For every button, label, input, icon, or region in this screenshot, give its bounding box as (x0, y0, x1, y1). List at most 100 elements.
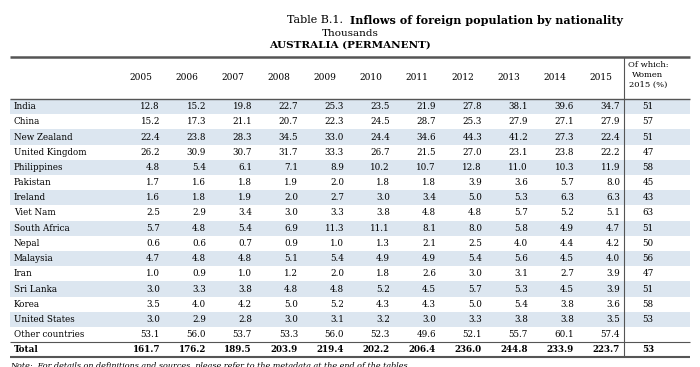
Text: 2005: 2005 (130, 73, 153, 83)
Text: 4.8: 4.8 (422, 208, 436, 218)
Text: 26.2: 26.2 (141, 148, 160, 157)
Bar (10, 99, 690, 114)
Text: 4.8: 4.8 (238, 254, 252, 263)
Text: 22.3: 22.3 (325, 117, 344, 126)
Text: 3.8: 3.8 (514, 315, 528, 324)
Text: 3.2: 3.2 (376, 315, 390, 324)
Text: 47: 47 (643, 269, 654, 278)
Text: 21.9: 21.9 (416, 102, 436, 111)
Text: 244.8: 244.8 (500, 345, 528, 354)
Text: 1.0: 1.0 (238, 269, 252, 278)
Text: 10.7: 10.7 (416, 163, 436, 172)
Text: 4.9: 4.9 (560, 224, 574, 233)
Text: 28.7: 28.7 (416, 117, 436, 126)
Text: Iran: Iran (14, 269, 33, 278)
Text: 5.3: 5.3 (514, 193, 528, 202)
Text: 2.7: 2.7 (560, 269, 574, 278)
Text: 20.7: 20.7 (279, 117, 298, 126)
Text: 3.0: 3.0 (468, 269, 482, 278)
Text: 38.1: 38.1 (508, 102, 528, 111)
Text: 3.0: 3.0 (146, 284, 160, 294)
Text: 52.3: 52.3 (370, 330, 390, 339)
Text: 63: 63 (643, 208, 654, 218)
Text: 12.8: 12.8 (141, 102, 160, 111)
Text: 202.2: 202.2 (363, 345, 390, 354)
Text: 8.0: 8.0 (606, 178, 620, 187)
Text: 57: 57 (643, 117, 654, 126)
Text: 31.7: 31.7 (279, 148, 298, 157)
Text: 10.2: 10.2 (370, 163, 390, 172)
Text: 34.7: 34.7 (601, 102, 620, 111)
Text: 4.3: 4.3 (422, 300, 436, 309)
Text: 49.6: 49.6 (416, 330, 436, 339)
Text: 0.9: 0.9 (284, 239, 298, 248)
Text: 5.8: 5.8 (514, 224, 528, 233)
Text: 4.0: 4.0 (606, 254, 620, 263)
Text: 2.9: 2.9 (192, 208, 206, 218)
Text: 3.8: 3.8 (376, 208, 390, 218)
Text: 52.1: 52.1 (463, 330, 482, 339)
Text: Of which:
Women
2015 (%): Of which: Women 2015 (%) (628, 61, 668, 88)
Text: 5.0: 5.0 (284, 300, 298, 309)
Text: 23.8: 23.8 (554, 148, 574, 157)
Text: 11.9: 11.9 (601, 163, 620, 172)
Text: 233.9: 233.9 (547, 345, 574, 354)
Text: 1.8: 1.8 (376, 178, 390, 187)
Text: 28.3: 28.3 (232, 132, 252, 142)
Text: 3.0: 3.0 (284, 208, 298, 218)
Text: 5.7: 5.7 (468, 284, 482, 294)
Text: Other countries: Other countries (14, 330, 85, 339)
Text: 1.7: 1.7 (146, 178, 160, 187)
Text: 56.0: 56.0 (325, 330, 344, 339)
Text: 1.8: 1.8 (422, 178, 436, 187)
Text: 6.9: 6.9 (284, 224, 298, 233)
Text: 3.0: 3.0 (422, 315, 436, 324)
Bar (10, 221, 690, 236)
Text: 4.0: 4.0 (192, 300, 206, 309)
Text: 2.5: 2.5 (468, 239, 482, 248)
Text: 53.3: 53.3 (279, 330, 298, 339)
Text: 34.6: 34.6 (416, 132, 436, 142)
Text: 4.7: 4.7 (606, 224, 620, 233)
Text: 44.3: 44.3 (462, 132, 482, 142)
Text: 4.8: 4.8 (192, 254, 206, 263)
Text: 33.0: 33.0 (325, 132, 344, 142)
Text: 5.1: 5.1 (284, 254, 298, 263)
Text: 5.0: 5.0 (468, 300, 482, 309)
Text: 5.4: 5.4 (468, 254, 482, 263)
Text: 1.2: 1.2 (284, 269, 298, 278)
Text: 0.9: 0.9 (192, 269, 206, 278)
Text: 3.8: 3.8 (238, 284, 252, 294)
Text: 0.6: 0.6 (146, 239, 160, 248)
Text: Malaysia: Malaysia (14, 254, 54, 263)
Bar (10, 160, 690, 175)
Text: 3.3: 3.3 (193, 284, 206, 294)
Text: 0.6: 0.6 (192, 239, 206, 248)
Text: 51: 51 (643, 284, 654, 294)
Text: Viet Nam: Viet Nam (14, 208, 56, 218)
Text: 4.7: 4.7 (146, 254, 160, 263)
Text: 10.3: 10.3 (554, 163, 574, 172)
Text: 2.0: 2.0 (330, 269, 344, 278)
Text: 4.8: 4.8 (284, 284, 298, 294)
Text: 5.4: 5.4 (514, 300, 528, 309)
Text: 3.8: 3.8 (560, 315, 574, 324)
Text: 2.5: 2.5 (146, 208, 160, 218)
Text: 5.7: 5.7 (146, 224, 160, 233)
Text: 203.9: 203.9 (271, 345, 298, 354)
Text: Philippines: Philippines (14, 163, 64, 172)
Text: Ireland: Ireland (14, 193, 46, 202)
Text: 58: 58 (643, 163, 654, 172)
Text: 4.2: 4.2 (606, 239, 620, 248)
Text: 27.1: 27.1 (554, 117, 574, 126)
Text: 2012: 2012 (452, 73, 475, 83)
Text: 1.6: 1.6 (192, 178, 206, 187)
Text: New Zealand: New Zealand (14, 132, 73, 142)
Text: 53.1: 53.1 (141, 330, 160, 339)
Text: 5.7: 5.7 (514, 208, 528, 218)
Text: 53.7: 53.7 (232, 330, 252, 339)
Text: 2015: 2015 (589, 73, 612, 83)
Text: 2.9: 2.9 (192, 315, 206, 324)
Bar (10, 312, 690, 327)
Text: 3.1: 3.1 (514, 269, 528, 278)
